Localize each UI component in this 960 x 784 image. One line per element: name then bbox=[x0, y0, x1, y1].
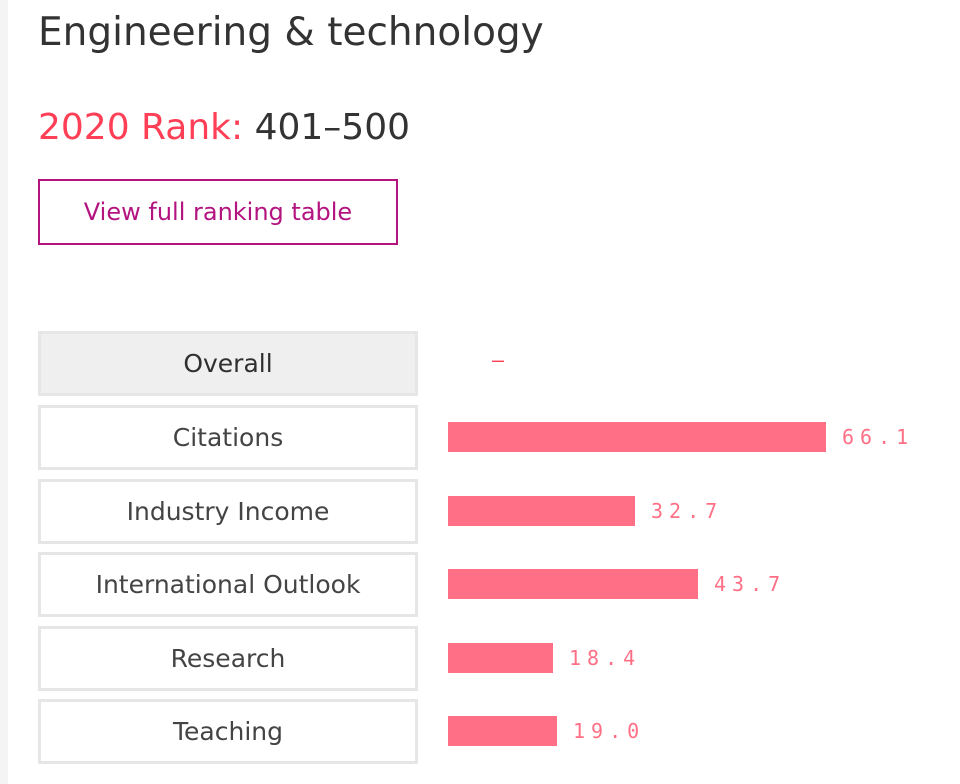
bar-value-industry-income: 32.7 bbox=[651, 499, 724, 523]
overall-score-value: – bbox=[492, 348, 505, 372]
bar-value-international-outlook: 43.7 bbox=[714, 572, 787, 596]
bar-value-research: 18.4 bbox=[569, 646, 642, 670]
pillar-tab-teaching[interactable]: Teaching bbox=[38, 699, 418, 764]
bar-industry-income bbox=[448, 496, 635, 526]
bar-citations bbox=[448, 422, 826, 452]
pillar-tab-citations[interactable]: Citations bbox=[38, 405, 418, 470]
pillar-tab-research[interactable]: Research bbox=[38, 626, 418, 691]
rank-line: 2020 Rank: 401–500 bbox=[38, 103, 410, 153]
bar-value-citations: 66.1 bbox=[842, 425, 915, 449]
left-edge-strip bbox=[0, 0, 8, 784]
pillar-tab-international-outlook[interactable]: International Outlook bbox=[38, 552, 418, 617]
bar-teaching bbox=[448, 716, 557, 746]
rank-value: 401–500 bbox=[254, 107, 411, 148]
subject-title: Engineering & technology bbox=[38, 10, 544, 55]
rank-label: 2020 Rank: bbox=[38, 107, 244, 148]
bar-international-outlook bbox=[448, 569, 698, 599]
bar-research bbox=[448, 643, 553, 673]
view-full-ranking-table-button[interactable]: View full ranking table bbox=[38, 179, 398, 245]
overall-tab[interactable]: Overall bbox=[38, 331, 418, 396]
bar-value-teaching: 19.0 bbox=[573, 719, 646, 743]
pillar-tab-industry-income[interactable]: Industry Income bbox=[38, 479, 418, 544]
